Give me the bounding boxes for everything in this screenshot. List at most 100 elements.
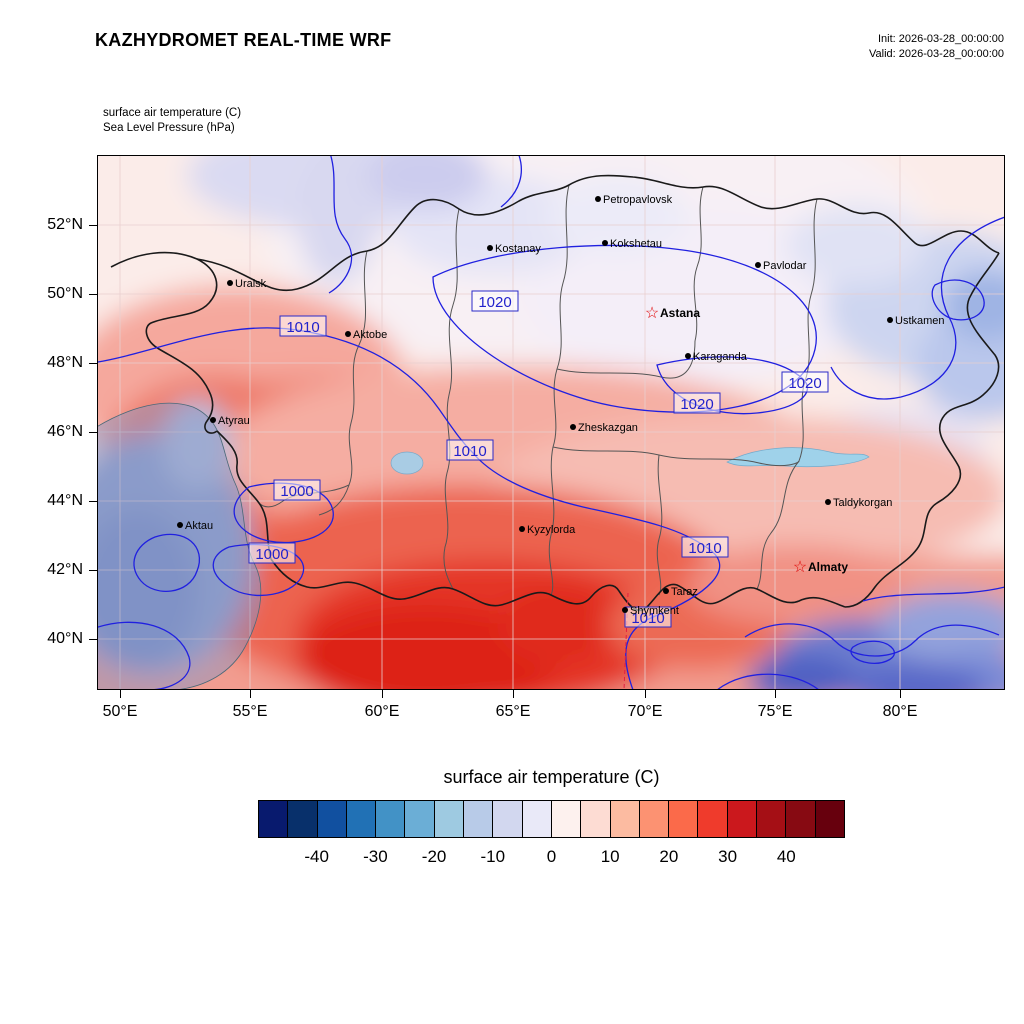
city-label: Pavlodar: [763, 260, 807, 272]
colorbar-cell: [757, 801, 787, 837]
pressure-label-box: [279, 315, 327, 337]
city-label: Zheskazgan: [578, 422, 638, 434]
lat-tick-mark: [89, 432, 97, 433]
lat-tick-mark: [89, 363, 97, 364]
lat-tick-mark: [89, 501, 97, 502]
pressure-label-box: [471, 290, 519, 312]
city-label: Astana: [660, 306, 700, 320]
lat-tick-label: 48°N: [47, 354, 83, 371]
lat-tick-label: 42°N: [47, 561, 83, 578]
lat-tick-label: 50°N: [47, 285, 83, 302]
city-label: Shymkent: [630, 605, 679, 617]
field-label-pressure: Sea Level Pressure (hPa): [103, 122, 235, 134]
city-label: Kokshetau: [610, 238, 662, 250]
city-dot-icon: [887, 317, 893, 323]
lat-tick-label: 44°N: [47, 492, 83, 509]
pressure-label-box: [248, 542, 296, 564]
city-dot-icon: [602, 240, 608, 246]
pressure-label: 1010: [286, 319, 319, 336]
lon-tick-mark: [120, 690, 121, 698]
pressure-label: 1020: [788, 375, 821, 392]
city-dot-icon: [570, 424, 576, 430]
colorbar-cell: [551, 801, 582, 837]
lon-tick-label: 60°E: [364, 703, 400, 720]
pressure-label: 1010: [688, 540, 721, 557]
field-label-temperature: surface air temperature (C): [103, 107, 242, 119]
city-dot-icon: [663, 588, 669, 594]
lon-tick-label: 55°E: [232, 703, 268, 720]
lon-tick-mark: [513, 690, 514, 698]
capital-star-icon: ☆: [793, 559, 807, 576]
city-label: Taraz: [671, 586, 698, 598]
page-title: KAZHYDROMET REAL-TIME WRF: [95, 30, 392, 50]
pressure-label-box: [273, 479, 321, 501]
lat-tick-label: 46°N: [47, 423, 83, 440]
temperature-field: [97, 155, 1005, 690]
colorbar-tick-label: 20: [659, 847, 679, 866]
lon-tick-mark: [900, 690, 901, 698]
colorbar-tick-label: -30: [363, 847, 388, 866]
city-label: Aktau: [185, 520, 213, 532]
pressure-label: 1000: [255, 546, 288, 563]
colorbar-cell: [434, 801, 465, 837]
pressure-label-box: [681, 536, 729, 558]
colorbar-cell: [727, 801, 758, 837]
map-border: [97, 155, 1005, 690]
lon-tick-label: 65°E: [495, 703, 531, 720]
city-label: Petropavlovsk: [603, 194, 673, 206]
colorbar-tick-labels: -40 -30 -20 -10 0 10 20 30 40: [258, 847, 845, 871]
colorbar-cell: [786, 801, 816, 837]
lat-tick-label: 40°N: [47, 630, 83, 647]
valid-time: Valid: 2026-03-28_00:00:00: [869, 48, 1004, 60]
colorbar-cell: [815, 801, 844, 837]
colorbar: [258, 800, 845, 838]
city-dot-icon: [755, 262, 761, 268]
pressure-label: 1020: [680, 396, 713, 413]
lon-tick-mark: [382, 690, 383, 698]
pressure-label-box: [673, 392, 721, 414]
colorbar-tick-label: -10: [480, 847, 506, 866]
colorbar-cell: [376, 801, 406, 837]
lakes: [390, 447, 870, 475]
colorbar-tick-label: 0: [546, 847, 557, 866]
caspian-sea: [97, 402, 262, 690]
pressure-labels: 1020 1010 1020 1020 1010 1000 1000 1010 1010: [248, 290, 829, 628]
colorbar-cell: [669, 801, 699, 837]
pressure-label-box: [781, 371, 829, 393]
lat-tick-mark: [89, 294, 97, 295]
init-time: Init: 2026-03-28_00:00:00: [878, 33, 1004, 45]
city-dot-icon: [825, 499, 831, 505]
colorbar-cell: [698, 801, 728, 837]
city-dot-icon: [595, 196, 601, 202]
lat-tick-label: 52°N: [47, 216, 83, 233]
colorbar-cell: [581, 801, 611, 837]
lon-tick-mark: [645, 690, 646, 698]
colorbar-cell: [346, 801, 377, 837]
run-times: Init: 2026-03-28_00:00:00 Valid: 2026-03…: [869, 32, 1004, 62]
colorbar-cell: [405, 801, 435, 837]
lon-tick-label: 50°E: [102, 703, 138, 720]
colorbar-cell: [288, 801, 318, 837]
pressure-label: 1000: [280, 483, 313, 500]
city-dot-icon: [519, 526, 525, 532]
lon-tick-label: 75°E: [757, 703, 793, 720]
colorbar-tick-label: -40: [304, 847, 329, 866]
pressure-label: 1010: [453, 443, 486, 460]
city-label: Almaty: [808, 560, 848, 574]
colorbar-cell: [522, 801, 552, 837]
lat-tick-mark: [89, 225, 97, 226]
city-label: Ustkamen: [895, 315, 945, 327]
lon-tick-mark: [775, 690, 776, 698]
city-label: Aktobe: [353, 329, 387, 341]
city-label: Atyrau: [218, 415, 250, 427]
city-label: Kostanay: [495, 243, 541, 255]
pressure-label: 1010: [631, 610, 664, 627]
colorbar-cell: [639, 801, 670, 837]
pressure-label: 1020: [478, 294, 511, 311]
colorbar-tick-label: -20: [421, 847, 447, 866]
colorbar-cell: [464, 801, 494, 837]
lon-tick-label: 80°E: [882, 703, 918, 720]
city-dot-icon: [487, 245, 493, 251]
city-label: Karaganda: [693, 351, 748, 363]
